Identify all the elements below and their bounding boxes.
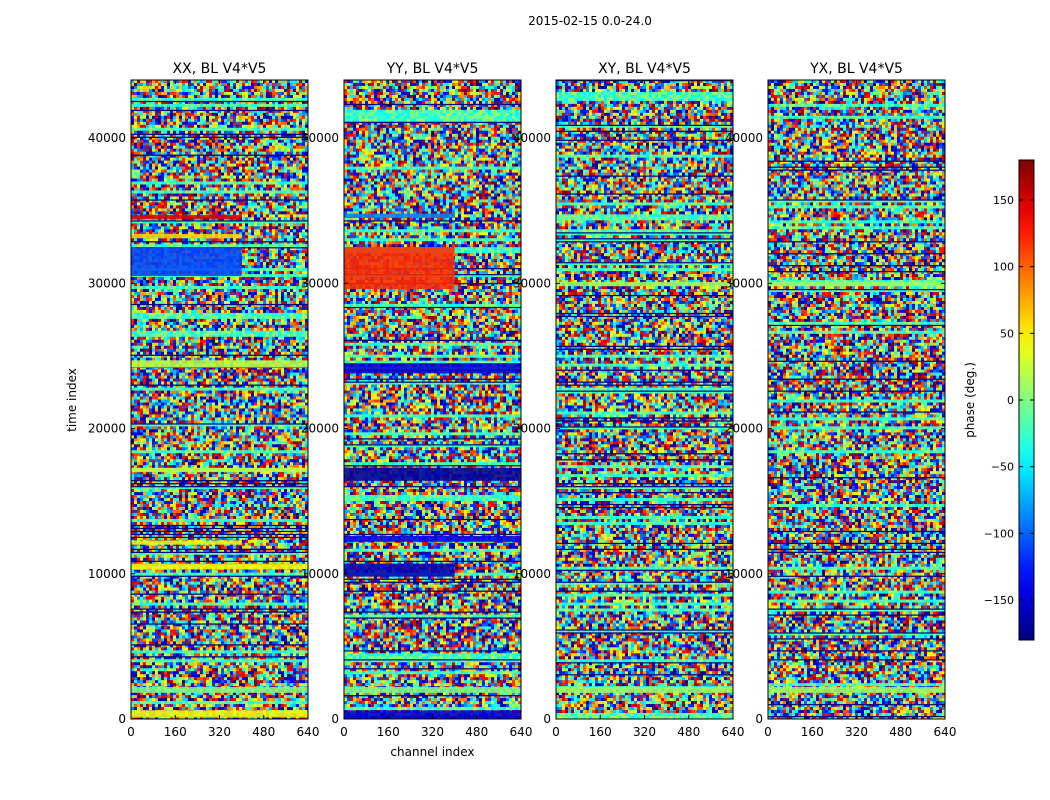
colorbar-tick-label: −50 — [991, 461, 1014, 474]
phase-band — [131, 687, 308, 693]
phase-band — [556, 687, 733, 693]
y-tick-label: 40000 — [88, 131, 126, 145]
x-tick-label: 480 — [889, 725, 912, 739]
phase-band — [344, 247, 455, 290]
x-tick-label: 160 — [377, 725, 400, 739]
phase-band — [344, 467, 521, 481]
y-tick-label: 0 — [755, 712, 763, 726]
y-tick-label: 20000 — [513, 422, 551, 436]
x-tick-label: 160 — [801, 725, 824, 739]
figure-title: 2015-02-15 0.0-24.0 — [0, 14, 1050, 28]
y-tick-label: 10000 — [725, 567, 763, 581]
x-tick-label: 320 — [845, 725, 868, 739]
colorbar-tick-label: 100 — [993, 261, 1014, 274]
heatmap-cells — [131, 80, 308, 719]
phase-band — [344, 687, 521, 693]
x-tick-label: 640 — [510, 725, 533, 739]
x-tick-label: 0 — [552, 725, 560, 739]
y-tick-label: 30000 — [725, 276, 763, 290]
y-tick-label: 0 — [543, 712, 551, 726]
phase-band — [131, 215, 242, 220]
colorbar-tick-label: −150 — [984, 594, 1014, 607]
x-tick-label: 480 — [252, 725, 275, 739]
x-tick-label: 480 — [465, 725, 488, 739]
x-tick-label: 0 — [340, 725, 348, 739]
panel-title: XX, BL V4*V5 — [173, 61, 267, 77]
panel-title: YY, BL V4*V5 — [386, 61, 479, 77]
phase-band — [768, 281, 945, 287]
y-tick-label: 40000 — [725, 131, 763, 145]
phase-band — [131, 540, 242, 545]
x-tick-label: 640 — [934, 725, 957, 739]
y-tick-label: 20000 — [301, 422, 339, 436]
x-tick-label: 160 — [164, 725, 187, 739]
phase-band — [131, 233, 242, 239]
phase-band — [344, 710, 521, 719]
phase-band — [131, 710, 308, 718]
phase-band — [344, 213, 455, 218]
y-tick-label: 30000 — [301, 276, 339, 290]
phase-band — [131, 467, 308, 473]
x-tick-label: 0 — [127, 725, 135, 739]
phase-band — [344, 536, 521, 542]
x-tick-label: 640 — [722, 725, 745, 739]
phase-band — [131, 563, 308, 570]
colorbar-label: phase (deg.) — [963, 362, 977, 438]
phase-band — [131, 360, 308, 368]
colorbar-tick-label: 0 — [1007, 394, 1014, 407]
y-tick-label: 10000 — [513, 567, 551, 581]
y-tick-label: 20000 — [88, 422, 126, 436]
y-tick-label: 30000 — [513, 276, 551, 290]
phase-band — [344, 363, 521, 374]
y-tick-label: 10000 — [88, 567, 126, 581]
x-tick-label: 480 — [677, 725, 700, 739]
panel-title: YX, BL V4*V5 — [809, 61, 903, 77]
y-tick-label: 20000 — [725, 422, 763, 436]
heatmap-cells — [556, 80, 733, 719]
x-tick-label: 160 — [589, 725, 612, 739]
y-tick-label: 40000 — [301, 131, 339, 145]
x-tick-label: 320 — [633, 725, 656, 739]
colorbar-tick-label: 50 — [1000, 327, 1014, 340]
y-tick-label: 0 — [331, 712, 339, 726]
heatmap-cells — [768, 80, 945, 719]
heatmap-cells — [344, 80, 521, 719]
colorbar-tick-label: 150 — [993, 194, 1014, 207]
phase-band — [131, 247, 242, 277]
x-axis-label: channel index — [390, 745, 474, 759]
y-tick-label: 30000 — [88, 276, 126, 290]
phase-band — [344, 563, 455, 577]
colorbar-tick-label: −100 — [984, 527, 1014, 540]
y-axis-label: time index — [65, 368, 79, 432]
x-tick-label: 0 — [764, 725, 772, 739]
y-tick-label: 40000 — [513, 131, 551, 145]
x-tick-label: 320 — [421, 725, 444, 739]
phase-band — [768, 687, 945, 693]
x-tick-label: 640 — [297, 725, 320, 739]
panel-title: XY, BL V4*V5 — [598, 61, 691, 77]
y-tick-label: 10000 — [301, 567, 339, 581]
x-tick-label: 320 — [208, 725, 231, 739]
phase-band — [556, 281, 733, 287]
y-tick-label: 0 — [118, 712, 126, 726]
